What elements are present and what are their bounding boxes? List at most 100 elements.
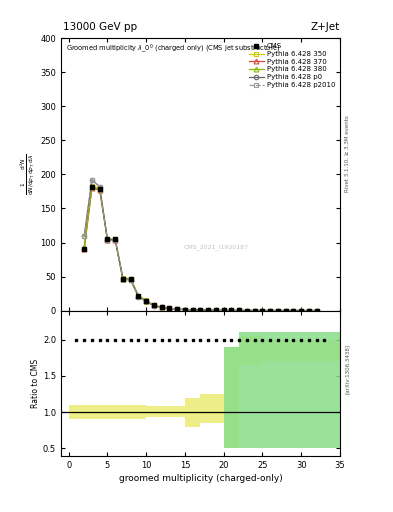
Pythia 6.428 370 (237, 307, 242, 313)
Pythia 6.428 p0 (291, 308, 296, 314)
Line: Pythia 6.428 370: Pythia 6.428 370 (82, 186, 319, 313)
CMS (221, 307, 226, 313)
CMS (97, 186, 102, 192)
Pythia 6.428 p2010 (128, 277, 133, 283)
Text: Rivet 3.1.10, ≥ 3.3M events: Rivet 3.1.10, ≥ 3.3M events (345, 115, 350, 192)
Pythia 6.428 380 (260, 307, 265, 313)
CMS (213, 307, 218, 313)
Pythia 6.428 380 (82, 244, 86, 250)
Pythia 6.428 350 (314, 308, 319, 314)
Pythia 6.428 380 (283, 308, 288, 314)
Pythia 6.428 380 (152, 303, 156, 309)
Pythia 6.428 350 (268, 308, 273, 314)
Pythia 6.428 380 (244, 307, 249, 313)
CMS (113, 236, 118, 242)
Pythia 6.428 p2010 (82, 233, 86, 240)
Pythia 6.428 380 (221, 307, 226, 313)
Pythia 6.428 p0 (183, 307, 187, 313)
Text: Groomed multiplicity $\lambda\_0^0$ (charged only) (CMS jet substructure): Groomed multiplicity $\lambda\_0^0$ (cha… (66, 42, 281, 55)
Pythia 6.428 p2010 (213, 307, 218, 313)
CMS (198, 307, 203, 313)
Pythia 6.428 370 (221, 307, 226, 313)
Pythia 6.428 350 (167, 306, 172, 312)
Pythia 6.428 p0 (128, 277, 133, 283)
Pythia 6.428 p2010 (314, 308, 319, 314)
Line: Pythia 6.428 p2010: Pythia 6.428 p2010 (82, 178, 319, 313)
CMS (307, 308, 311, 314)
Line: Pythia 6.428 380: Pythia 6.428 380 (82, 184, 319, 313)
Pythia 6.428 380 (159, 304, 164, 310)
Pythia 6.428 p2010 (260, 307, 265, 313)
Pythia 6.428 p2010 (144, 298, 149, 305)
Text: [arXiv:1306.3438]: [arXiv:1306.3438] (345, 344, 350, 394)
CMS (183, 307, 187, 313)
Pythia 6.428 370 (128, 276, 133, 282)
Pythia 6.428 p0 (268, 308, 273, 314)
Pythia 6.428 350 (159, 304, 164, 310)
CMS (244, 307, 249, 313)
Pythia 6.428 380 (144, 298, 149, 304)
Pythia 6.428 p0 (105, 237, 110, 243)
Pythia 6.428 p0 (198, 307, 203, 313)
Pythia 6.428 350 (307, 308, 311, 314)
CMS (82, 246, 86, 252)
Line: Pythia 6.428 p0: Pythia 6.428 p0 (82, 178, 319, 313)
Pythia 6.428 p0 (159, 305, 164, 311)
Y-axis label: Ratio to CMS: Ratio to CMS (31, 358, 40, 408)
Pythia 6.428 370 (159, 304, 164, 310)
Pythia 6.428 p2010 (183, 307, 187, 313)
Pythia 6.428 380 (307, 308, 311, 314)
Pythia 6.428 370 (190, 307, 195, 313)
Pythia 6.428 p0 (244, 307, 249, 313)
Pythia 6.428 380 (90, 184, 94, 190)
Pythia 6.428 350 (229, 307, 234, 313)
Pythia 6.428 380 (237, 307, 242, 313)
Pythia 6.428 350 (90, 183, 94, 189)
Pythia 6.428 370 (105, 237, 110, 243)
Pythia 6.428 350 (244, 307, 249, 313)
Pythia 6.428 370 (175, 306, 180, 312)
Pythia 6.428 p0 (299, 308, 303, 314)
Pythia 6.428 380 (183, 307, 187, 313)
Pythia 6.428 p0 (121, 276, 125, 282)
Pythia 6.428 p0 (167, 306, 172, 312)
Pythia 6.428 380 (206, 307, 211, 313)
CMS (275, 308, 280, 314)
Pythia 6.428 350 (136, 292, 141, 298)
Pythia 6.428 370 (144, 298, 149, 304)
Pythia 6.428 370 (291, 308, 296, 314)
CMS (121, 275, 125, 282)
Pythia 6.428 350 (144, 297, 149, 304)
Pythia 6.428 p0 (275, 308, 280, 314)
Pythia 6.428 p2010 (97, 184, 102, 190)
Pythia 6.428 370 (136, 293, 141, 300)
CMS (237, 307, 242, 313)
Pythia 6.428 380 (252, 307, 257, 313)
Pythia 6.428 p2010 (113, 237, 118, 243)
Line: CMS: CMS (82, 184, 319, 313)
Pythia 6.428 350 (198, 307, 203, 313)
Pythia 6.428 p0 (221, 307, 226, 313)
Pythia 6.428 380 (167, 306, 172, 312)
Pythia 6.428 370 (229, 307, 234, 313)
CMS (175, 306, 180, 312)
Pythia 6.428 370 (283, 308, 288, 314)
Pythia 6.428 350 (105, 236, 110, 242)
Pythia 6.428 p0 (206, 307, 211, 313)
Pythia 6.428 350 (260, 307, 265, 313)
Pythia 6.428 p2010 (237, 307, 242, 313)
Pythia 6.428 p0 (237, 307, 242, 313)
Pythia 6.428 380 (291, 308, 296, 314)
Pythia 6.428 p2010 (121, 276, 125, 282)
Pythia 6.428 370 (167, 306, 172, 312)
Y-axis label: $\frac{1}{\mathrm{d}N/\mathrm{d}p_\mathrm{T}}$$\frac{\mathrm{d}^2N}{\mathrm{d}p_: $\frac{1}{\mathrm{d}N/\mathrm{d}p_\mathr… (19, 154, 37, 195)
CMS (152, 303, 156, 309)
Pythia 6.428 p2010 (198, 307, 203, 313)
Pythia 6.428 p2010 (252, 307, 257, 313)
Pythia 6.428 380 (299, 308, 303, 314)
Pythia 6.428 350 (183, 307, 187, 313)
Pythia 6.428 p0 (190, 307, 195, 313)
Pythia 6.428 380 (229, 307, 234, 313)
Pythia 6.428 350 (128, 275, 133, 282)
Pythia 6.428 370 (90, 185, 94, 191)
